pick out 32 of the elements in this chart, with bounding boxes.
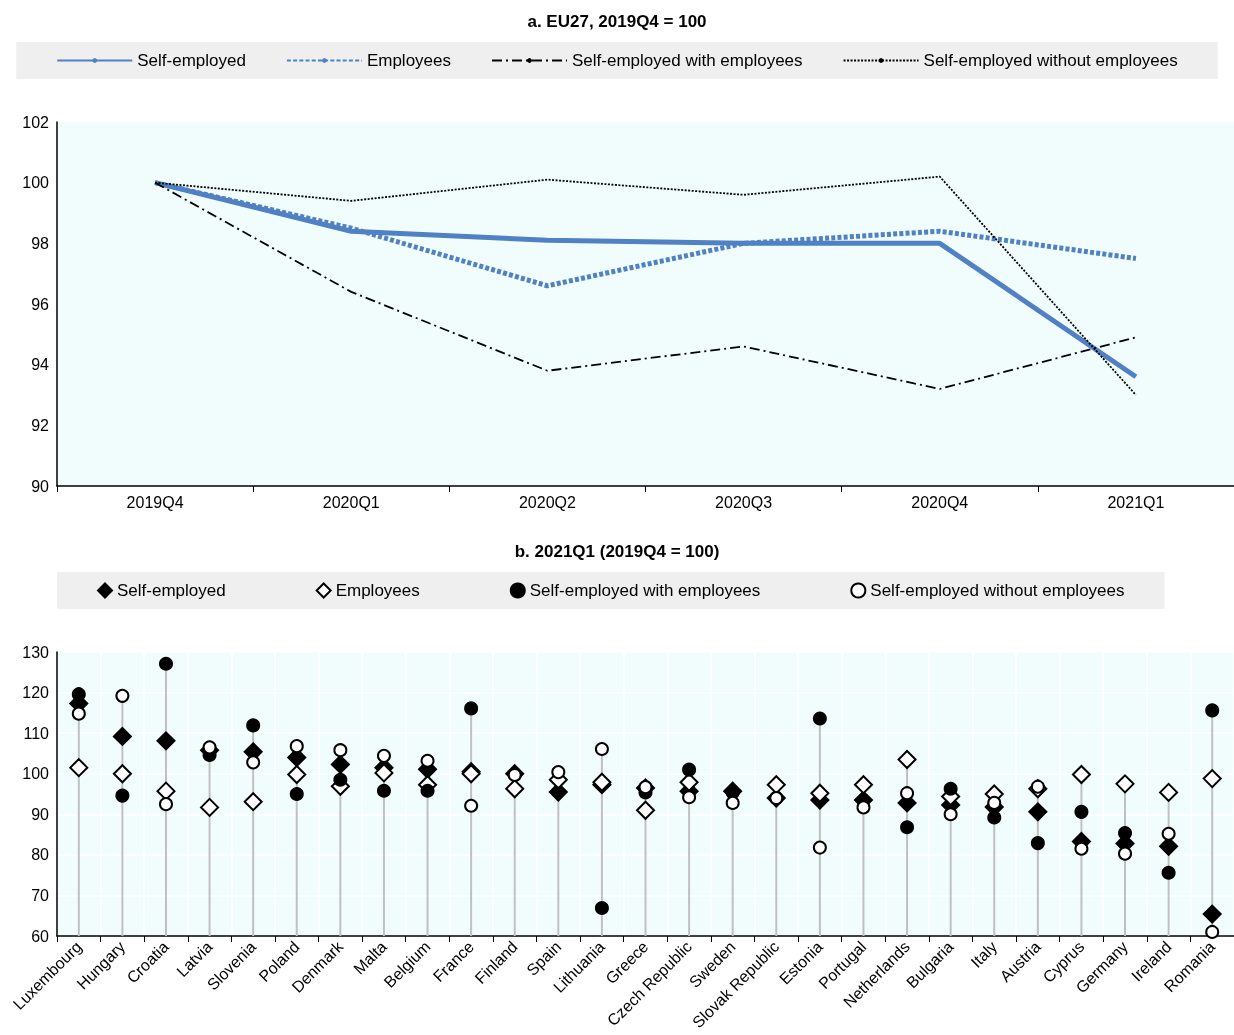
y-tick-label: 96 [31, 295, 50, 313]
legend-label: Self-employed without employees [923, 51, 1178, 70]
y-tick-label: 120 [22, 684, 50, 702]
chart-title: a. EU27, 2019Q4 = 100 [527, 12, 707, 31]
legend-label: Self-employed [117, 581, 226, 600]
y-tick-label: 100 [22, 765, 50, 783]
x-tick-label: 2019Q4 [126, 493, 184, 511]
y-tick-label: 92 [31, 416, 50, 434]
y-tick-label: 98 [31, 234, 50, 252]
legend-label: Employees [366, 51, 452, 70]
y-tick-label: 60 [31, 927, 50, 945]
y-tick-label: 102 [22, 113, 50, 131]
x-tick-label: Italy [967, 937, 1001, 971]
x-tick-label: 2021Q1 [1107, 493, 1165, 511]
chart-title: b. 2021Q1 (2019Q4 = 100) [514, 542, 720, 561]
y-tick-label: 90 [31, 805, 50, 823]
y-tick-label: 90 [31, 477, 50, 495]
x-tick-label: 2020Q4 [911, 493, 969, 511]
legend-label: Self-employed with employees [572, 51, 803, 70]
y-tick-label: 110 [23, 724, 50, 742]
legend-label: Self-employed [137, 51, 246, 70]
x-tick-label: 2020Q2 [518, 493, 576, 511]
x-tick-label: 2020Q3 [715, 493, 773, 511]
y-tick-label: 100 [22, 174, 50, 192]
y-tick-label: 130 [22, 643, 50, 661]
y-tick-label: 70 [31, 886, 50, 904]
x-tick-label: 2020Q1 [322, 493, 380, 511]
legend-label: Employees [335, 581, 420, 600]
y-tick-label: 94 [31, 356, 50, 374]
legend-label: Self-employed with employees [529, 581, 761, 600]
legend-label: Self-employed without employees [870, 581, 1125, 600]
y-tick-label: 80 [31, 846, 50, 864]
